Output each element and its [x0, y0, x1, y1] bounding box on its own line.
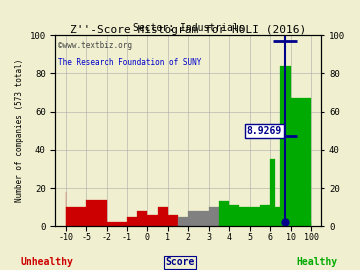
Bar — [275, 207, 280, 226]
Bar — [158, 207, 168, 226]
Bar — [219, 201, 229, 226]
Bar — [270, 159, 275, 226]
Bar — [250, 207, 260, 226]
Text: Score: Score — [165, 257, 195, 267]
Bar — [199, 211, 209, 226]
Bar — [127, 217, 137, 226]
Bar — [229, 205, 239, 226]
Bar — [137, 211, 148, 226]
Bar — [178, 217, 188, 226]
Bar — [188, 211, 199, 226]
Bar — [107, 222, 127, 226]
Bar — [239, 207, 250, 226]
Text: Unhealthy: Unhealthy — [21, 257, 73, 267]
Text: Healthy: Healthy — [296, 257, 337, 267]
Bar — [148, 215, 158, 226]
Title: Z''-Score Histogram for HOLI (2016): Z''-Score Histogram for HOLI (2016) — [70, 25, 306, 35]
Bar — [66, 207, 86, 226]
Bar — [168, 215, 178, 226]
Bar — [280, 66, 291, 226]
Text: The Research Foundation of SUNY: The Research Foundation of SUNY — [58, 58, 202, 67]
Text: 8.9269: 8.9269 — [247, 126, 282, 136]
Bar — [86, 200, 107, 226]
Bar — [209, 207, 219, 226]
Y-axis label: Number of companies (573 total): Number of companies (573 total) — [15, 59, 24, 202]
Bar — [291, 98, 311, 226]
Text: ©www.textbiz.org: ©www.textbiz.org — [58, 41, 132, 50]
Text: Sector: Industrials: Sector: Industrials — [132, 23, 244, 33]
Bar — [260, 205, 270, 226]
